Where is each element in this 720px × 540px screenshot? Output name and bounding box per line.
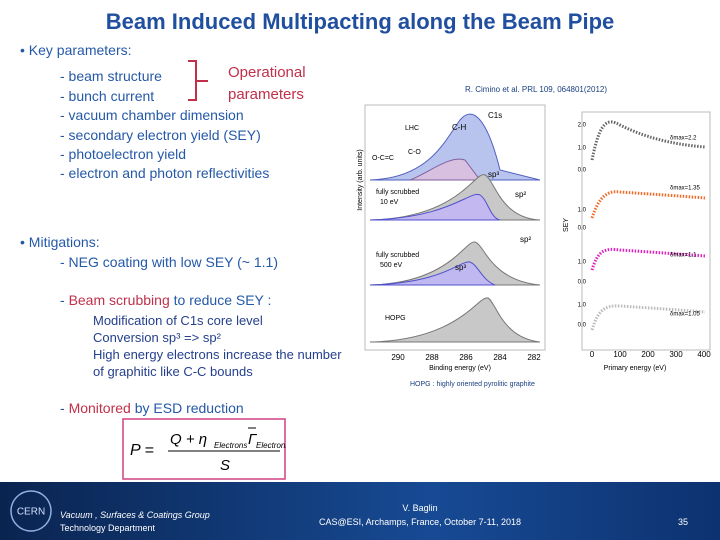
text: - [60,292,69,308]
figure-label: 10 eV [380,199,399,206]
text: - [60,400,69,416]
spectra-curves [369,113,541,343]
y-axis-label: SEY [563,218,570,232]
tick-label: 2.0 [578,123,587,129]
sey-panel [581,111,711,351]
sey-row-ticks: 2.0 1.0 0.0 1.0 0.0 1.0 0.0 1.0 0.0 [578,123,587,329]
caption: HOPG : highly oriented pyrolitic graphit… [410,381,535,388]
tick-label: 100 [613,350,627,359]
detail: of graphitic like C-C bounds [93,364,253,379]
page-number: 35 [678,517,689,527]
tick-label: 200 [641,350,655,359]
tick-label: 0.0 [578,226,587,232]
author: V. Baglin [402,503,438,513]
reference: R. Cimino et al. PRL 109, 064801(2012) [465,85,608,94]
logo: CERN [10,490,52,532]
figure-label: 500 eV [380,262,403,269]
annotation: δmax=1.1 [670,253,697,259]
formula-lhs: P = [130,442,154,459]
tick-label: 0 [590,350,595,359]
figure-label: sp² [520,235,531,244]
item: - electron and photon reflectivities [60,165,270,181]
figure-label: C1s [488,111,502,120]
formula-subscript: Electrons [214,441,247,450]
x-axis-label: Primary energy (eV) [604,365,667,372]
tick-label: 288 [425,353,439,362]
tick-label: 290 [391,353,405,362]
heading: Key parameters: [20,42,132,58]
highlight: Beam scrubbing [68,292,170,308]
item: - Beam scrubbing to reduce SEY : [60,292,271,308]
figure-label: sp² [515,190,526,199]
tick-label: 1.0 [578,303,587,309]
tick-label: 284 [493,353,507,362]
item: - vacuum chamber dimension [60,107,244,123]
event: CAS@ESI, Archamps, France, October 7-11,… [318,517,522,527]
group: Vacuum , Surfaces & Coatings Group [60,510,210,520]
x-ticks: 0 100 200 300 400 [590,350,711,359]
tick-label: 0.0 [578,168,587,174]
highlight: Monitored [68,400,131,416]
item: - Monitored by ESD reduction [60,400,244,416]
sey-curves [590,120,706,331]
formula-denominator: S [220,457,230,474]
formula-gamma: Γ [248,431,258,448]
formula-subscript: Electrons [256,441,286,450]
item: - secondary electron yield (SEY) [60,127,261,143]
bracket-label: parameters [228,86,304,103]
x-axis-label: Binding energy (eV) [429,365,491,372]
detail: Conversion sp³ => sp² [93,330,221,345]
item: - beam structure [60,68,162,84]
item: - NEG coating with low SEY (~ 1.1) [60,254,278,270]
bracket [188,60,208,101]
figure-label: fully scrubbed [376,189,419,196]
tick-label: 400 [697,350,711,359]
tick-label: 1.0 [578,146,587,152]
figure-label: sp³ [488,170,499,179]
delta-labels: δmax=2.2 δmax=1.35 δmax=1.1 δmax=1.05 [670,136,701,318]
logo-text: CERN [17,507,45,518]
figure: Intensity (arb. units) LHC C-H C1s O-C=C… [357,104,711,388]
item: - bunch current [60,88,155,104]
figure-label: C-H [452,123,466,132]
slide-title: Beam Induced Multipacting along the Beam… [105,9,615,34]
text: to reduce SEY : [169,292,272,308]
annotation: δmax=1.05 [670,312,701,318]
tick-label: 1.0 [578,208,587,214]
tick-label: 0.0 [578,280,587,286]
tick-label: 286 [459,353,473,362]
item: - photoelectron yield [60,146,187,162]
figure-label: fully scrubbed [376,252,419,259]
footer: CERN Vacuum , Surfaces & Coatings Group … [0,482,720,540]
formula: P = Q + η Electrons Γ Electrons S [122,418,286,480]
detail: Modification of C1s core level [93,313,263,328]
formula-numerator: Q + η [170,431,207,448]
annotation: δmax=2.2 [670,136,697,142]
tick-label: 1.0 [578,260,587,266]
heading: Mitigations: [20,234,100,250]
department: Technology Department [60,523,156,533]
x-ticks: 290 288 286 284 282 [391,353,541,362]
tick-label: 0.0 [578,323,587,329]
figure-label: sp³ [455,263,466,272]
text: by ESD reduction [130,400,244,416]
figure-label: HOPG [385,315,406,322]
tick-label: 300 [669,350,683,359]
bracket-label: Operational [228,64,306,81]
figure-label: C-O [408,149,421,156]
figure-label: LHC [405,125,419,132]
detail: High energy electrons increase the numbe… [93,347,342,362]
y-axis-label: Intensity (arb. units) [357,149,364,210]
figure-label: O-C=C [372,155,394,162]
tick-label: 282 [527,353,541,362]
annotation: δmax=1.35 [670,186,701,192]
